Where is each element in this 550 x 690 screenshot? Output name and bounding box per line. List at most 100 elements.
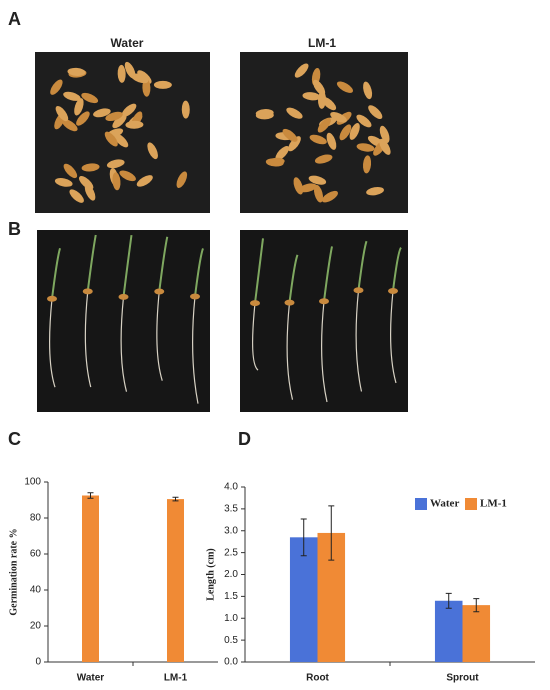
sprout xyxy=(288,254,299,303)
error-bar xyxy=(172,496,179,502)
panel-label: D xyxy=(238,429,251,449)
seed xyxy=(82,288,93,295)
error-bar xyxy=(445,592,452,609)
sprout xyxy=(323,246,333,302)
seed xyxy=(84,183,96,201)
y-tick-label: 40 xyxy=(30,585,42,596)
seed xyxy=(282,128,298,142)
root xyxy=(252,303,259,371)
seed xyxy=(67,67,86,76)
seed xyxy=(266,157,285,166)
root xyxy=(390,290,397,384)
error-bar xyxy=(473,598,480,613)
y-tick-label: 0.5 xyxy=(224,635,238,646)
seed xyxy=(114,133,129,148)
legend-swatch xyxy=(465,498,477,510)
bar xyxy=(289,537,318,662)
legend-label: LM-1 xyxy=(480,498,507,510)
panel-label: B xyxy=(8,219,21,239)
sprout xyxy=(158,236,169,292)
seed xyxy=(317,117,331,133)
seed xyxy=(50,79,63,95)
seed xyxy=(349,123,360,140)
seed xyxy=(93,108,111,118)
seed xyxy=(336,81,353,93)
y-tick-label: 2.5 xyxy=(224,547,238,558)
seed xyxy=(112,172,121,191)
seed xyxy=(106,159,125,169)
y-tick-label: 100 xyxy=(24,477,41,488)
seed xyxy=(330,112,347,123)
seed xyxy=(131,73,149,84)
seed xyxy=(104,131,118,147)
x-tick-label: LM-1 xyxy=(164,673,188,684)
root xyxy=(192,296,199,404)
root xyxy=(49,298,56,388)
bar xyxy=(167,499,184,662)
sprout xyxy=(254,238,264,304)
seed xyxy=(250,300,260,307)
error-bar xyxy=(87,492,94,499)
root xyxy=(355,290,363,392)
seed xyxy=(154,288,165,295)
sprout xyxy=(51,247,61,299)
seed xyxy=(63,163,78,179)
seed xyxy=(121,103,137,117)
y-tick-label: 4.0 xyxy=(224,482,238,493)
seed xyxy=(61,119,78,132)
seed xyxy=(353,287,364,294)
seed xyxy=(326,132,337,150)
seed xyxy=(81,92,99,104)
x-tick-label: Sprout xyxy=(446,673,479,684)
seed xyxy=(368,105,383,119)
x-tick-label: Water xyxy=(77,673,105,684)
seed xyxy=(379,138,391,155)
error-bar xyxy=(300,518,307,557)
seed xyxy=(147,142,158,160)
y-tick-label: 3.5 xyxy=(224,504,238,515)
seed xyxy=(388,287,398,294)
seed xyxy=(321,96,337,111)
seed xyxy=(181,100,190,119)
sprout xyxy=(86,234,97,292)
panel-label: A xyxy=(8,9,21,29)
seed xyxy=(339,124,352,141)
seed xyxy=(142,78,151,97)
seed xyxy=(284,299,295,306)
seed xyxy=(294,63,309,78)
seed xyxy=(308,175,327,185)
seed xyxy=(125,120,144,129)
seed xyxy=(286,107,303,119)
seed xyxy=(176,171,188,189)
sprout xyxy=(392,246,402,292)
seed xyxy=(153,80,172,89)
photo-content xyxy=(47,61,402,404)
seed xyxy=(314,154,333,164)
seed xyxy=(313,184,324,203)
photo xyxy=(37,230,210,412)
seed xyxy=(118,293,129,300)
y-tick-label: 0 xyxy=(35,657,41,668)
seed xyxy=(55,105,69,122)
photo-label: Water xyxy=(111,36,144,50)
y-tick-label: 3.0 xyxy=(224,525,238,536)
root xyxy=(84,291,92,388)
seed xyxy=(299,183,317,193)
y-tick-label: 80 xyxy=(30,513,42,524)
sprout xyxy=(122,234,133,298)
seed xyxy=(321,190,338,203)
seed xyxy=(356,114,372,128)
y-axis-label: Length (cm) xyxy=(205,548,216,601)
seed xyxy=(136,175,153,187)
seed xyxy=(356,143,375,152)
seed xyxy=(74,98,84,116)
y-tick-label: 1.0 xyxy=(224,613,238,624)
seed xyxy=(302,92,321,101)
legend-label: Water xyxy=(430,498,459,510)
y-tick-label: 20 xyxy=(30,621,42,632)
seed xyxy=(117,64,126,83)
photo-label: LM-1 xyxy=(308,36,336,50)
seed xyxy=(119,170,136,182)
bar xyxy=(462,605,491,662)
